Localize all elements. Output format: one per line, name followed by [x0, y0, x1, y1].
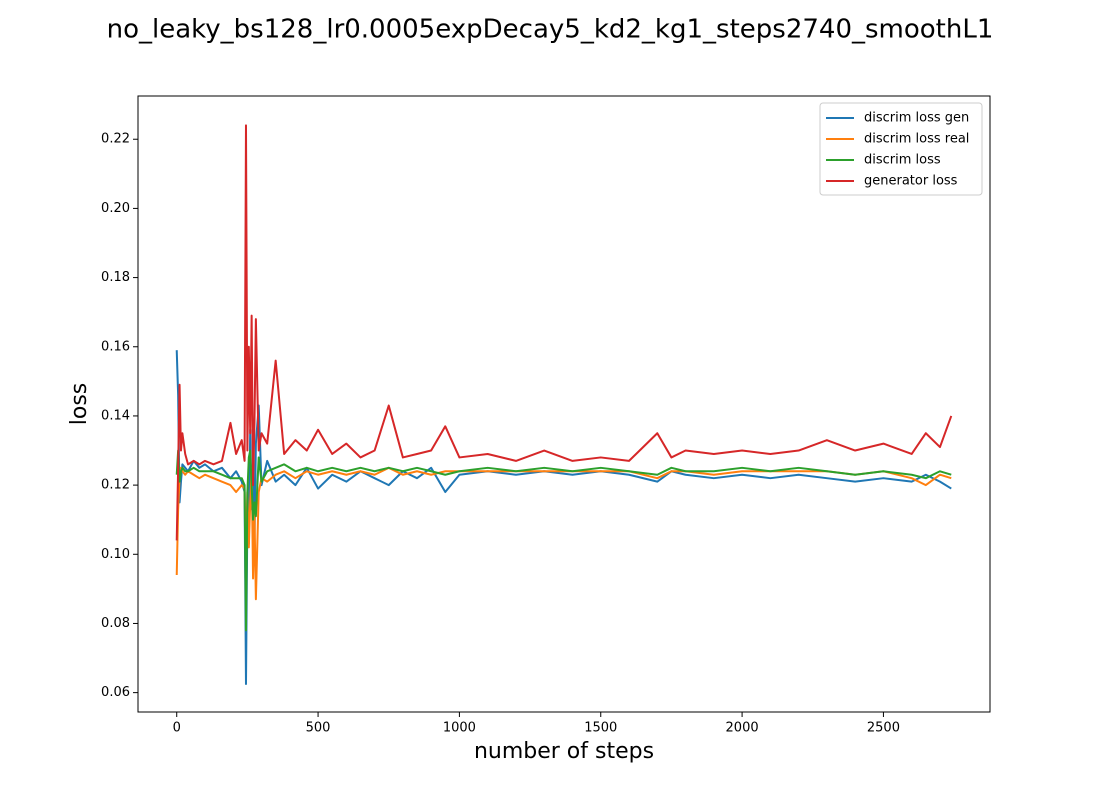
legend-box — [819, 102, 983, 196]
data-line — [175, 466, 952, 601]
data-line — [175, 124, 953, 541]
plot-frame — [137, 95, 991, 713]
x-tick-label: 1500 — [584, 721, 617, 736]
x-tick-label: 0 — [173, 721, 181, 736]
legend-label: discrim loss gen — [864, 111, 969, 126]
y-tick-label: 0.20 — [101, 201, 130, 216]
chart-title: no_leaky_bs128_lr0.0005expDecay5_kd2_kg1… — [107, 15, 994, 45]
legend-label: generator loss — [864, 174, 958, 189]
x-tick-label: 2500 — [867, 721, 900, 736]
legend-label: discrim loss real — [864, 132, 969, 147]
data-line — [175, 350, 952, 685]
x-tick-label: 500 — [306, 721, 331, 736]
y-tick-label: 0.22 — [101, 132, 130, 147]
y-tick-label: 0.14 — [101, 408, 130, 423]
legend-label: discrim loss — [864, 153, 941, 168]
x-tick-label: 1000 — [443, 721, 476, 736]
data-line — [175, 449, 952, 632]
y-tick-label: 0.18 — [101, 270, 130, 285]
x-tick-label: 2000 — [726, 721, 759, 736]
y-tick-label: 0.12 — [101, 478, 130, 493]
y-tick-label: 0.16 — [101, 339, 130, 354]
x-axis-label: number of steps — [474, 739, 654, 764]
y-axis-label: loss — [67, 383, 92, 426]
y-tick-label: 0.08 — [101, 616, 130, 631]
y-tick-label: 0.06 — [101, 685, 130, 700]
y-tick-label: 0.10 — [101, 547, 130, 562]
